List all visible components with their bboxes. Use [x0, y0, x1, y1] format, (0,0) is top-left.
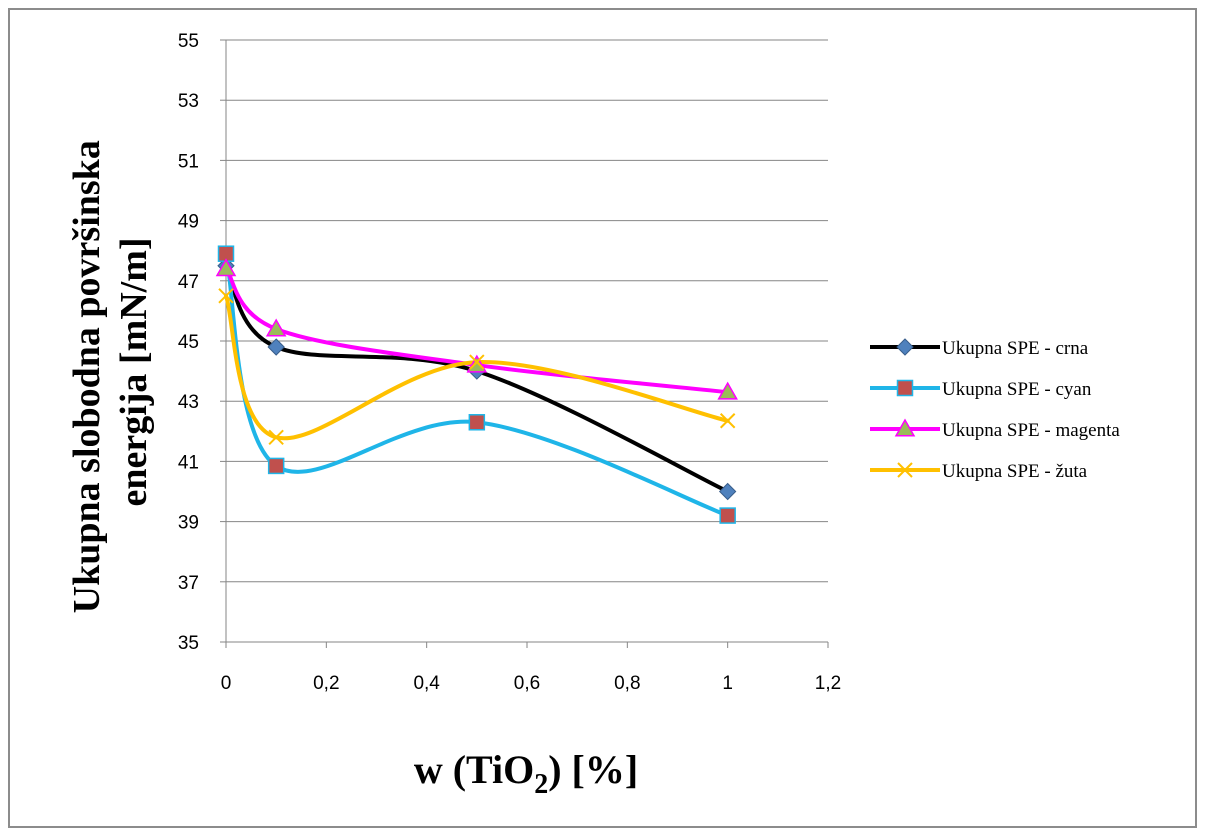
x-tick-label: 0,2 — [313, 673, 339, 694]
legend-label: Ukupna SPE - žuta — [942, 461, 1088, 482]
legend: Ukupna SPE - crna Ukupna SPE - cyan Ukupna… — [870, 338, 1120, 482]
y-tick-label: 41 — [178, 452, 199, 473]
legend-swatch-marker — [894, 418, 916, 437]
data-point-zuta — [469, 354, 485, 370]
legend-swatch-marker — [897, 462, 913, 478]
legend-label: Ukupna SPE - crna — [942, 338, 1089, 359]
x-axis-title-prefix: w (TiO — [414, 747, 534, 792]
chart-frame — [8, 8, 1197, 828]
x-tick-labels: 0 0,2 0,4 0,6 0,8 1 1,2 — [221, 673, 842, 694]
data-point-magenta — [215, 258, 237, 277]
data-point-cyan — [468, 414, 486, 431]
y-tick-label: 43 — [178, 392, 199, 413]
x-axis-title-suffix: ) [%] — [548, 747, 638, 792]
series-line-zuta — [224, 293, 730, 441]
series-line-magenta — [224, 266, 730, 395]
legend-label: Ukupna SPE - magenta — [942, 420, 1120, 441]
y-axis-title-line-2: energija [mN/m] — [113, 237, 155, 506]
data-point-zuta — [268, 429, 284, 446]
legend-swatch-marker — [896, 379, 914, 397]
chart-canvas: 35 37 39 41 43 45 47 49 51 53 55 0 0,2 0,4 0,6 0,8 1 1,2… — [66, 31, 1120, 800]
x-tick-label: 0,8 — [614, 673, 640, 694]
data-point-zuta — [719, 413, 736, 429]
data-point-magenta — [717, 381, 738, 400]
legend-item-zuta: Ukupna SPE - žuta — [870, 461, 1088, 482]
y-tick-label: 55 — [178, 31, 199, 52]
x-tick-label: 1,2 — [815, 673, 841, 694]
legend-item-crna: Ukupna SPE - crna — [870, 338, 1089, 359]
x-tick-label: 0,6 — [514, 673, 540, 694]
y-tick-labels: 35 37 39 41 43 45 47 49 51 53 55 — [178, 31, 199, 654]
y-axis-title-line-1: Ukupna slobodna površinska — [66, 140, 108, 613]
legend-swatch-marker-stroke-b — [897, 462, 913, 478]
series-markers — [215, 245, 738, 524]
y-tick-label: 39 — [178, 513, 199, 534]
data-point-zuta — [218, 288, 234, 304]
data-point-cyan — [267, 457, 285, 475]
legend-swatch-marker — [896, 338, 914, 356]
gridlines — [226, 39, 828, 583]
x-tick-label: 1 — [722, 673, 733, 694]
data-point-crna — [267, 338, 285, 356]
series-line-crna — [224, 263, 730, 494]
y-tick-label: 37 — [178, 573, 199, 594]
y-tick-label: 51 — [178, 151, 199, 172]
data-point-magenta — [265, 318, 287, 337]
data-point-cyan — [719, 507, 736, 524]
legend-item-cyan: Ukupna SPE - cyan — [870, 379, 1092, 400]
legend-item-magenta: Ukupna SPE - magenta — [870, 418, 1120, 441]
x-tick-label: 0,4 — [413, 673, 440, 694]
x-tick-label: 0 — [221, 673, 232, 694]
axes — [220, 39, 829, 648]
x-axis-title: w (TiO2) [%] — [414, 747, 638, 800]
x-axis-title-subscript: 2 — [534, 769, 548, 800]
data-point-zuta-stroke-b — [719, 413, 736, 429]
y-axis-title: Ukupna slobodna površinska energija [mN/… — [66, 131, 155, 614]
data-point-zuta-stroke-b — [218, 288, 234, 304]
legend-label: Ukupna SPE - cyan — [942, 379, 1092, 400]
y-tick-label: 53 — [178, 91, 199, 112]
y-tick-label: 47 — [178, 272, 199, 293]
data-point-zuta-stroke-b — [268, 429, 284, 446]
y-tick-label: 35 — [178, 633, 199, 654]
data-point-zuta-stroke-b — [469, 354, 485, 370]
series-lines — [224, 251, 730, 518]
y-tick-label: 49 — [178, 212, 199, 233]
data-point-crna — [718, 482, 737, 501]
y-tick-label: 45 — [178, 332, 199, 353]
